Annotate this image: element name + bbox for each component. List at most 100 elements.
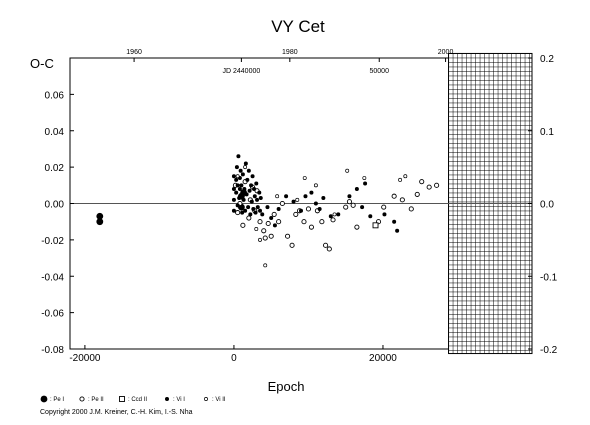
y-tick-label: -0.08 [41, 345, 64, 356]
vi-i-point [284, 194, 289, 199]
jd-label: JD 2440000 [223, 68, 261, 75]
vi-i-point [250, 174, 255, 179]
pe-ii-point [268, 233, 274, 239]
vi-i-point [328, 214, 333, 219]
vi-ii-point [345, 168, 350, 173]
vi-i-point [252, 194, 257, 199]
vi-ii-point [243, 165, 248, 170]
vi-i-point [363, 181, 368, 186]
vi-ii-point [302, 176, 307, 180]
vi-i-point [253, 210, 258, 215]
vi-i-point [321, 196, 326, 201]
vi-i-point [276, 206, 281, 211]
y-tick-label: -0.02 [41, 236, 64, 247]
vi-ii-point [313, 183, 318, 188]
pe-ii-point [323, 242, 329, 248]
pe-ii-point [346, 199, 352, 205]
vi-i-point [234, 177, 239, 182]
vi-i-point [258, 208, 263, 213]
pe-ii-point [246, 215, 252, 221]
vi-ii-point [258, 237, 262, 242]
vi-i-point [395, 228, 400, 233]
pe-ii-point [330, 217, 336, 223]
vi-i-point [231, 208, 236, 213]
x-tick-label: 20000 [369, 353, 397, 364]
vi-i-point [249, 183, 254, 188]
vi-ii-legend-label: : Vi II [212, 397, 226, 403]
pe-ii-legend-label: : Pe II [88, 397, 104, 403]
vi-i-point [258, 196, 263, 201]
vi-i-point [303, 194, 308, 199]
pe-ii-point [262, 235, 268, 241]
vi-i-point [336, 212, 341, 217]
legend: : Pe I: Pe II: Ccd II: Vi I: Vi II [40, 395, 226, 403]
vi-i-point [244, 192, 249, 197]
right-y-tick-label: -0.1 [540, 272, 558, 283]
vi-i-point [240, 210, 245, 215]
vi-i-point [235, 203, 240, 208]
right-y-tick-label: 0.0 [540, 200, 554, 211]
vi-i-point [291, 199, 296, 204]
y-tick-label: 0.04 [45, 127, 65, 138]
pe-i-point [96, 212, 104, 220]
y-axis-label: O-C [30, 56, 54, 71]
pe-ii-point [279, 200, 285, 207]
y-tick-label: -0.06 [41, 309, 64, 320]
vi-i-point [246, 168, 251, 173]
vi-ii-point [263, 263, 268, 268]
vi-ii-point [332, 212, 337, 217]
x-tick-label: -20000 [69, 353, 101, 364]
vi-i-point [237, 186, 242, 191]
top-tick-label: 1980 [282, 49, 298, 56]
vi-i-point [317, 206, 322, 211]
vi-i-point [260, 212, 265, 217]
vi-i-point [236, 154, 241, 159]
vi-ii-point [295, 197, 300, 202]
vi-i-point [347, 194, 352, 199]
pe-ii-point [391, 193, 397, 199]
ccd-ii-legend-label: : Ccd II [128, 397, 147, 403]
y-tick-label: 0.00 [45, 200, 65, 211]
vi-i-point [254, 181, 259, 186]
top-tick-label: 2000 [438, 49, 454, 56]
pe-ii-point [271, 211, 277, 217]
vi-i-legend-marker [165, 397, 169, 401]
pe-ii-point [419, 179, 425, 185]
pe-ii-point [399, 197, 405, 203]
vi-ii-point [362, 176, 367, 180]
pe-ii-point [305, 206, 312, 212]
chart-title: VY Cet [271, 17, 325, 36]
vi-i-point [309, 190, 314, 195]
pe-i-legend-label: : Pe I [50, 397, 64, 403]
y-tick-label: -0.04 [41, 272, 64, 283]
pe-ii-point [319, 219, 325, 225]
vi-i-point [235, 183, 240, 188]
pe-ii-point [354, 224, 360, 230]
pe-ii-point [343, 204, 349, 210]
vi-ii-point [275, 194, 280, 199]
vi-ii-legend-marker [204, 397, 208, 401]
pe-ii-point [265, 220, 271, 227]
pe-i-legend-marker [40, 395, 48, 403]
vi-i-point [257, 190, 262, 195]
vi-i-point [382, 212, 387, 217]
vi-i-point [231, 174, 236, 179]
vi-i-point [392, 219, 397, 224]
vi-i-point [243, 161, 248, 166]
vi-i-point [231, 186, 236, 191]
x-axis-label: Epoch [268, 379, 305, 394]
x-tick-label: 0 [231, 353, 237, 364]
vi-i-point [245, 177, 250, 182]
pe-ii-point [276, 219, 282, 225]
vi-ii-point [398, 177, 403, 182]
jd-label: 50000 [370, 68, 390, 75]
pe-ii-point [308, 224, 314, 230]
vi-i-point [234, 190, 239, 195]
vi-i-point [299, 208, 303, 213]
vi-i-point [255, 205, 260, 210]
pe-ii-point [240, 222, 246, 228]
vi-i-point [252, 186, 257, 191]
vi-i-point [247, 188, 252, 193]
vi-i-point [313, 201, 318, 206]
pe-ii-point [326, 246, 332, 252]
